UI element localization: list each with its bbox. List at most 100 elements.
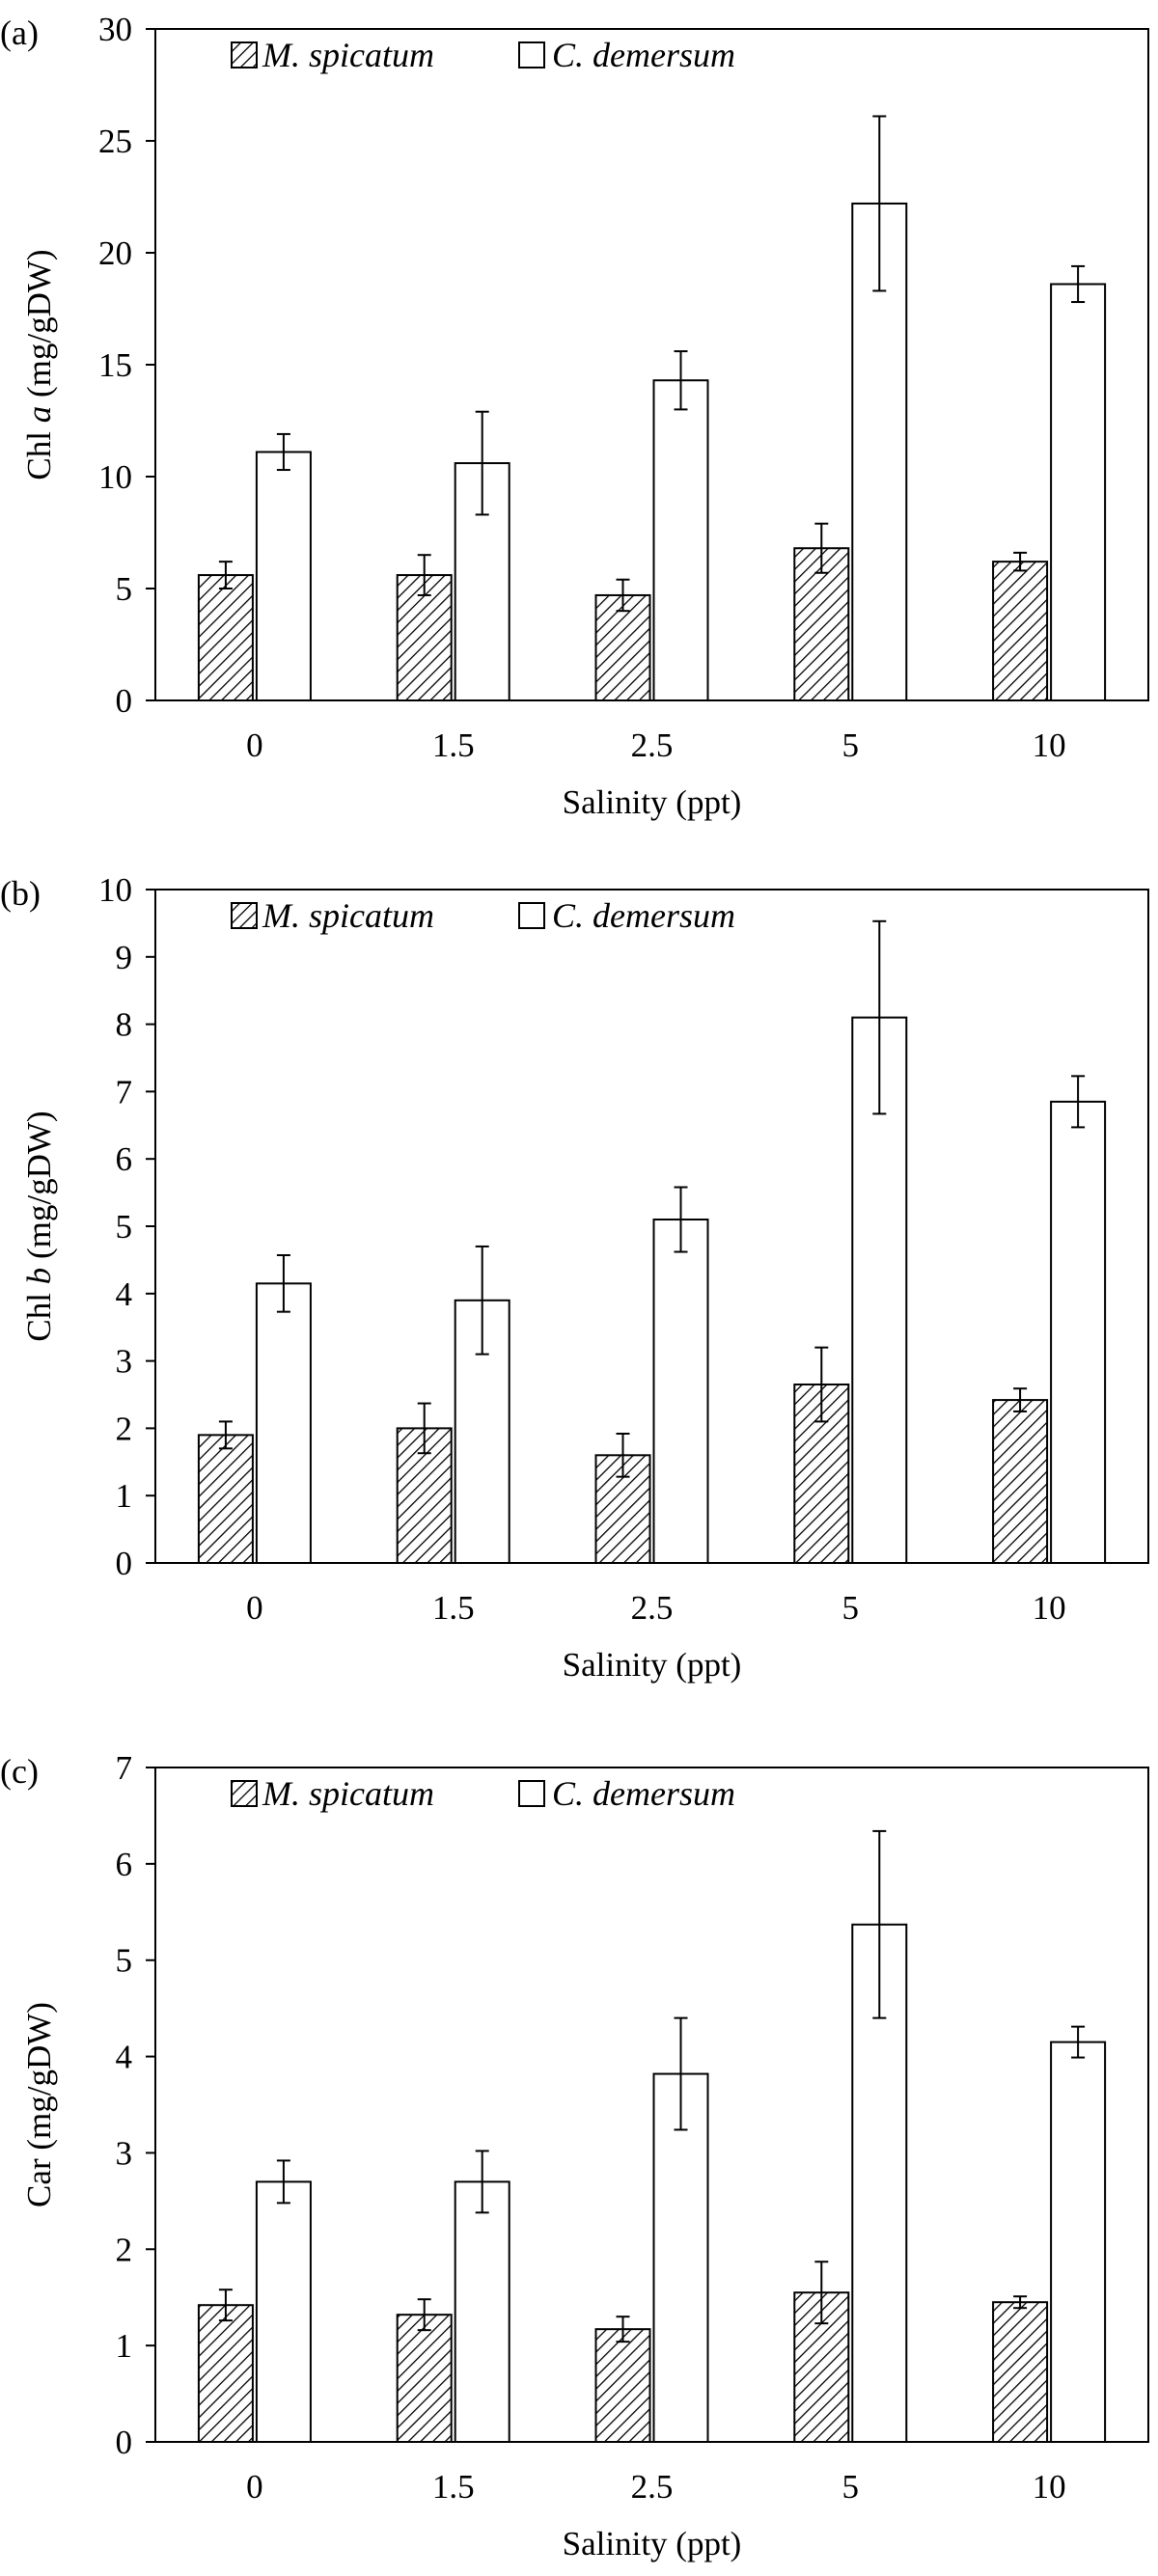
y-tick-label: 15 [98,346,132,384]
legend-swatch-m-spicatum [231,902,258,929]
x-axis-title: Salinity (ppt) [563,783,742,821]
x-tick-label: 5 [842,2468,860,2506]
y-axis-title-suffix: (mg/gDW) [20,249,58,405]
error-bar [1013,551,1028,572]
error-bar [475,2150,489,2214]
bar-c-demersum [255,451,312,701]
legend-swatch-m-spicatum [231,41,258,69]
legend: M. spicatum C. demersum [231,36,735,74]
y-tick-label: 10 [98,871,132,909]
x-tick-label: 10 [1033,1589,1066,1627]
y-tick-label: 6 [116,1140,133,1178]
error-bar [674,2016,688,2131]
y-tick-label: 2 [116,1410,133,1447]
error-bar [218,561,233,589]
error-bar [1071,1075,1086,1129]
legend-swatch-c-demersum [518,1780,545,1807]
x-tick-label: 0 [246,2468,263,2506]
bar-c-demersum [652,1219,709,1565]
error-bar [616,578,630,613]
y-tick-label: 20 [98,234,132,272]
legend-label-m-spicatum: M. spicatum [262,896,434,935]
y-tick-label: 3 [116,2134,133,2172]
x-axis-title: Salinity (ppt) [563,1646,742,1684]
bar-m-spicatum [197,1434,254,1564]
x-axis-title: Salinity (ppt) [563,2525,742,2562]
legend: M. spicatum C. demersum [231,1774,735,1813]
error-bar [616,1432,630,1478]
error-bar [475,1245,489,1356]
bar-m-spicatum [992,561,1049,701]
error-bar [674,350,688,411]
y-tick-label: 0 [116,1545,133,1582]
bar-c-demersum [1050,283,1107,701]
panel-label: (a) [0,14,39,52]
y-tick-label: 7 [116,1749,133,1787]
error-bar [276,432,290,472]
y-axis-title-prefix: Chl [20,1284,58,1341]
y-axis-title-suffix: (mg/gDW) [20,2002,58,2158]
bar-c-demersum [454,2180,510,2444]
error-bar [1071,2025,1086,2059]
error-bar [674,1186,688,1253]
legend-label-m-spicatum: M. spicatum [262,1774,434,1813]
x-tick-label: 2.5 [631,726,674,764]
y-axis-title: Chl a (mg/gDW) [20,249,58,480]
panel-label: (b) [0,874,41,913]
bar-m-spicatum [594,593,651,702]
error-bar [814,1346,829,1423]
legend-label-c-demersum: C. demersum [552,896,735,935]
y-tick-label: 5 [116,1208,133,1246]
y-tick-label: 2 [116,2231,133,2268]
bar-m-spicatum [197,574,254,702]
x-tick-label: 2.5 [631,2468,674,2506]
error-bar [814,522,829,574]
y-tick-label: 4 [116,2039,133,2076]
y-tick-label: 25 [98,123,132,160]
error-bar [1071,264,1086,304]
x-tick-label: 1.5 [432,2468,475,2506]
error-bar [276,2159,290,2205]
chart-panel-3: (c) 0 1 2 3 4 5 6 7 0 1.5 2.5 5 10 Salinity (ppt) Car (… [0,1749,1149,2562]
x-tick-label: 1.5 [432,726,475,764]
y-axis-title-italic: b [20,1268,58,1285]
x-tick-label: 1.5 [432,1589,475,1627]
y-axis-title-suffix: (mg/gDW) [20,1110,58,1267]
error-bar [616,2316,630,2343]
bar-c-demersum [652,379,709,701]
legend-swatch-c-demersum [518,41,545,69]
y-tick-label: 9 [116,939,133,976]
x-tick-label: 10 [1033,726,1066,764]
error-bar [872,115,887,292]
error-bar [417,1402,431,1455]
error-bar [1013,2295,1028,2310]
bar-c-demersum [1050,1100,1107,1564]
y-tick-label: 7 [116,1073,133,1110]
y-tick-label: 5 [116,570,133,608]
y-axis-title-prefix: Car [20,2158,58,2207]
legend-swatch-c-demersum [518,902,545,929]
error-bar [872,1829,887,2019]
bar-m-spicatum [396,2314,453,2443]
legend-label-c-demersum: C. demersum [552,1774,735,1813]
error-bar [417,2298,431,2332]
plot-frame [154,1767,1149,2443]
error-bar [1013,1387,1028,1412]
y-tick-label: 1 [116,2327,133,2365]
bar-c-demersum [255,2180,312,2444]
bar-m-spicatum [197,2304,254,2444]
panel-label: (c) [0,1752,39,1791]
x-tick-label: 10 [1033,2468,1066,2506]
y-tick-label: 0 [116,2424,133,2461]
y-tick-label: 5 [116,1942,133,1980]
y-axis-title: Car (mg/gDW) [20,2002,58,2207]
legend-label-c-demersum: C. demersum [552,36,735,74]
bar-m-spicatum [992,2301,1049,2443]
error-bar [218,2288,233,2322]
legend: M. spicatum C. demersum [231,896,735,935]
y-tick-label: 4 [116,1275,133,1313]
error-bar [872,919,887,1115]
error-bar [814,2261,829,2325]
bar-m-spicatum [594,2328,651,2444]
